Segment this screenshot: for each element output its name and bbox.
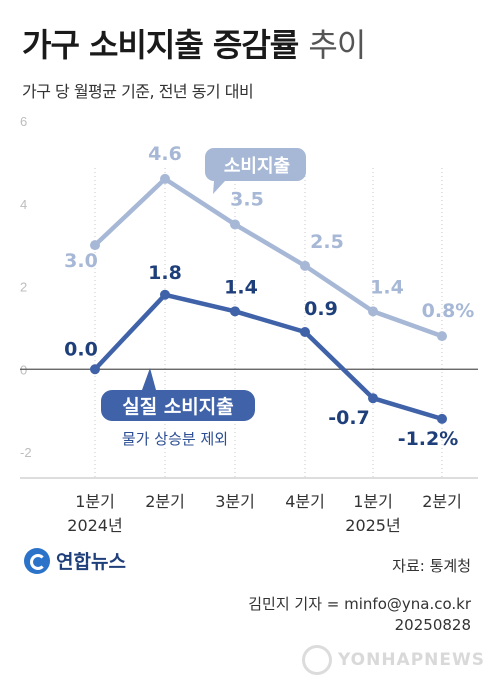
data-label: 1.4	[370, 276, 404, 298]
series-note: 물가 상승분 제외	[122, 430, 228, 448]
y-tick-label: 4	[20, 197, 27, 212]
reporter-text: 김민지 기자 = minfo@yna.co.kr	[248, 595, 471, 613]
data-label: 2.5	[310, 231, 344, 253]
series-line	[93, 176, 443, 339]
chart-subtitle: 가구 당 월평균 기준, 전년 동기 대비	[22, 82, 254, 101]
x-tick-label: 1분기	[353, 492, 393, 511]
x-tick-label: 1분기	[75, 492, 115, 511]
series-callout-text: 실질 소비지출	[122, 396, 234, 418]
line-chart: 6420-21분기2분기3분기4분기1분기2분기2024년2025년3.04.6…	[20, 114, 478, 535]
data-point	[437, 413, 447, 424]
y-tick-label: 2	[20, 280, 27, 295]
data-label: 3.5	[230, 188, 264, 210]
data-label: 4.6	[148, 143, 182, 165]
data-label: 0.8%	[422, 300, 475, 322]
data-label: -1.2%	[398, 428, 459, 450]
data-point	[437, 331, 447, 342]
data-label: 1.8	[148, 262, 182, 284]
date-text: 20250828	[394, 616, 471, 634]
data-point	[368, 393, 378, 404]
yonhap-logo-icon	[24, 547, 50, 574]
y-tick-label: -2	[20, 445, 32, 460]
series-line	[93, 292, 443, 422]
data-label: 3.0	[64, 250, 98, 272]
y-tick-label: 6	[20, 114, 27, 129]
data-point	[300, 260, 310, 271]
year-label: 2024년	[67, 516, 122, 535]
logo-text: 연합뉴스	[56, 551, 126, 573]
x-tick-label: 2분기	[145, 492, 185, 511]
series-callout-bubble	[205, 148, 306, 194]
x-tick-label: 2분기	[422, 492, 462, 511]
data-label: 0.0	[64, 338, 98, 360]
data-label: 0.9	[304, 298, 338, 320]
source-text: 자료: 통계청	[392, 557, 471, 575]
series-callout-bubble	[101, 368, 255, 421]
data-point	[160, 173, 170, 184]
data-point	[90, 240, 100, 251]
data-label: 1.4	[224, 276, 258, 298]
data-point	[230, 219, 240, 230]
series-callout-text: 소비지출	[224, 156, 290, 177]
yonhap-logo: 연합뉴스	[24, 547, 126, 574]
data-point	[368, 306, 378, 317]
title-main: 가구 소비지출 증감률	[22, 26, 299, 64]
chart-title: 가구 소비지출 증감률 추이	[22, 20, 366, 66]
data-point	[300, 327, 310, 338]
title-light: 추이	[308, 26, 366, 64]
x-tick-label: 3분기	[215, 492, 255, 511]
data-label: -0.7	[328, 407, 370, 429]
credit-block: 김민지 기자 = minfo@yna.co.kr 20250828	[248, 594, 471, 636]
data-point	[90, 364, 100, 375]
year-label: 2025년	[345, 516, 400, 535]
data-point	[230, 306, 240, 317]
watermark-icon	[301, 645, 332, 675]
data-point	[160, 289, 170, 300]
watermark: YONHAPNEWS	[301, 645, 485, 675]
watermark-text: YONHAPNEWS	[337, 650, 485, 670]
x-tick-label: 4분기	[285, 492, 325, 511]
